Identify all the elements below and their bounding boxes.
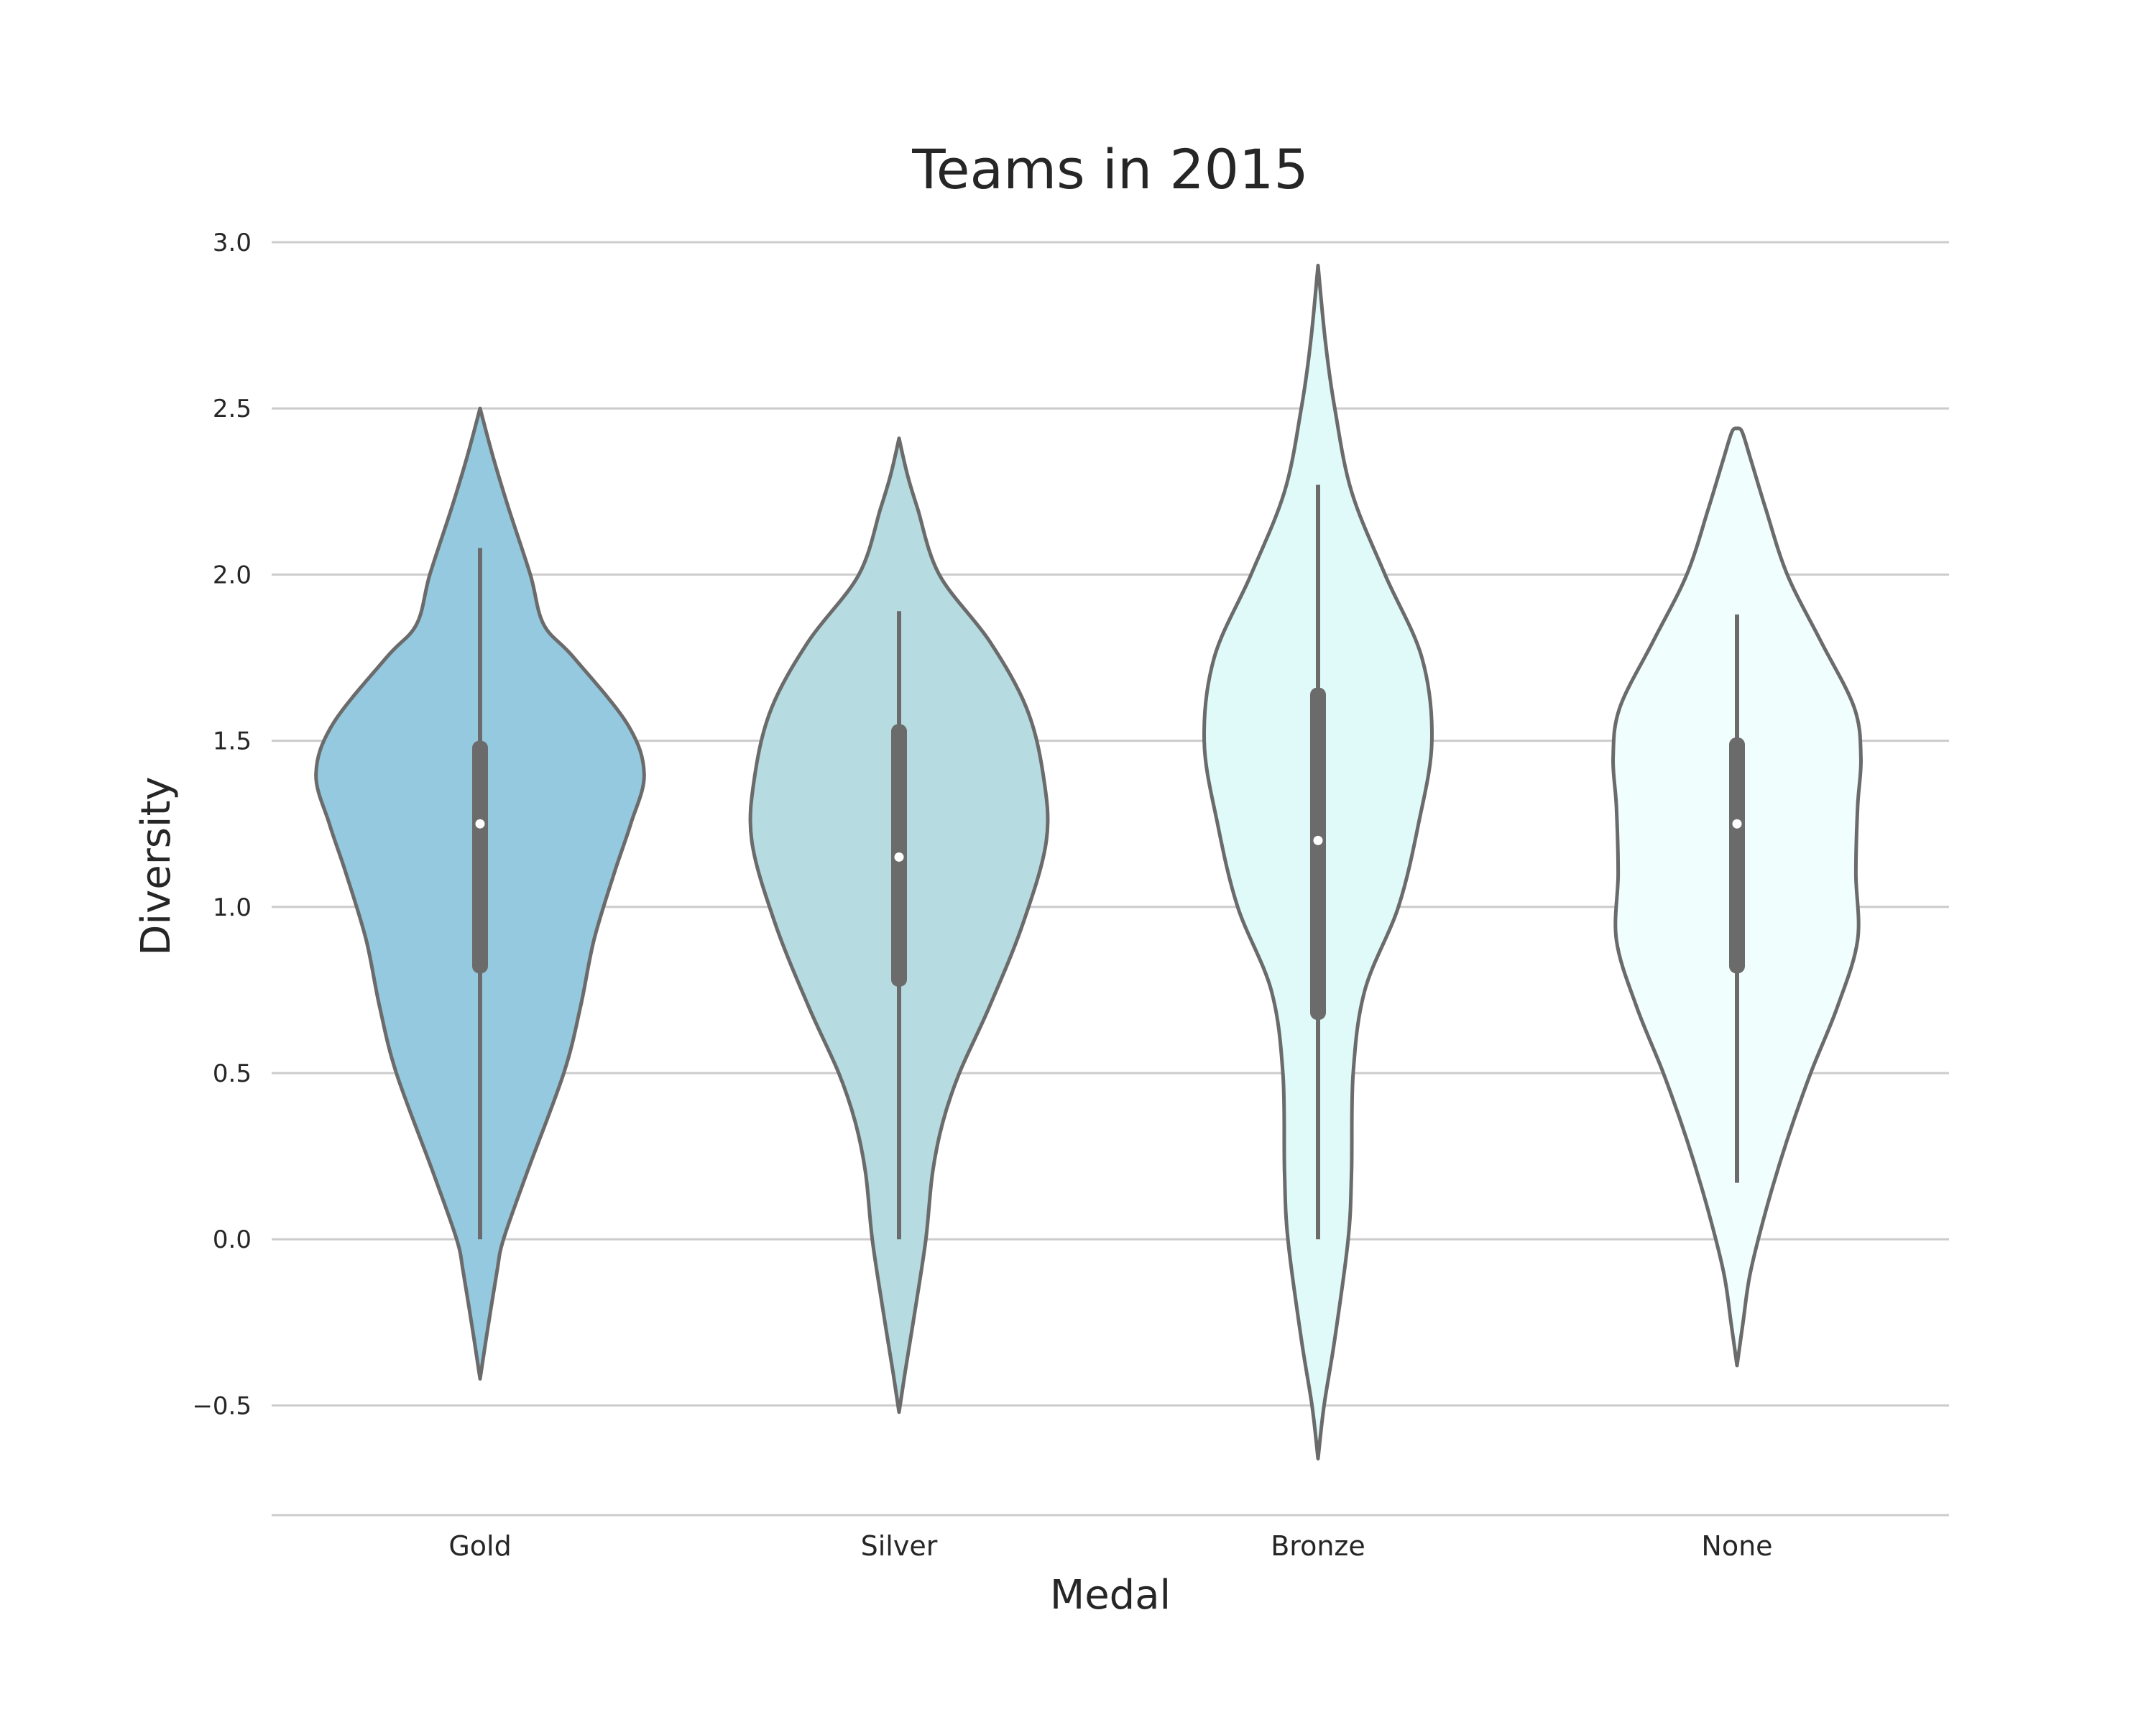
violin-iqr-box — [472, 740, 488, 974]
y-tick-label: 0.5 — [213, 1059, 252, 1088]
x-tick-label: Silver — [861, 1530, 938, 1562]
violin-bronze — [1202, 263, 1434, 1460]
violin-iqr-box — [1310, 687, 1326, 1021]
violin-none — [1611, 426, 1863, 1368]
y-tick-label: 2.0 — [213, 561, 252, 589]
x-axis-title: Medal — [1050, 1572, 1171, 1619]
y-tick-label: 2.5 — [213, 395, 252, 423]
x-tick-label: None — [1701, 1530, 1772, 1562]
violin-median-dot — [1732, 819, 1742, 829]
violin-median-dot — [475, 819, 485, 829]
violin-layer — [314, 263, 1863, 1460]
violin-iqr-box — [1729, 737, 1745, 974]
y-tick-label: 0.0 — [213, 1225, 252, 1254]
x-tick-label: Bronze — [1271, 1530, 1365, 1562]
tick-layer: −0.5 0.0 0.5 1.0 1.5 2.0 2.5 3.0 Gold Silver Bronz… — [192, 229, 1772, 1562]
violin-median-dot — [1313, 835, 1323, 845]
x-tick-label: Gold — [448, 1530, 511, 1562]
y-axis-title: Diversity — [133, 776, 180, 955]
chart-title: Teams in 2015 — [911, 137, 1308, 201]
violin-median-dot — [894, 852, 904, 862]
violin-gold — [314, 406, 646, 1381]
y-tick-label: 1.0 — [213, 893, 252, 922]
y-tick-label: 1.5 — [213, 727, 252, 756]
y-tick-label: −0.5 — [192, 1392, 252, 1420]
violin-silver — [748, 436, 1050, 1414]
y-tick-label: 3.0 — [213, 229, 252, 257]
